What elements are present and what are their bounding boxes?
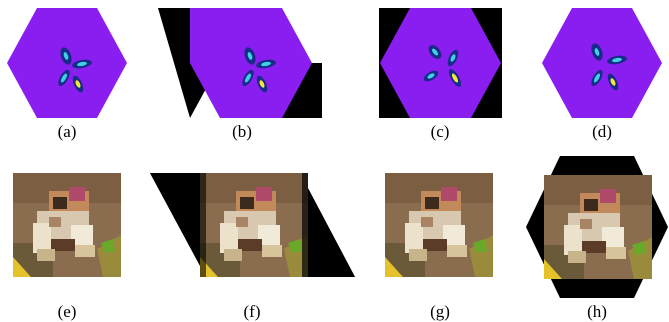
caption-g: (g): [430, 302, 450, 321]
caption-e: (e): [57, 302, 77, 321]
caption-d: (d): [592, 122, 612, 141]
panel-g: [385, 173, 493, 277]
panel-d: [541, 8, 663, 118]
frog-image-f: [150, 173, 355, 277]
hexagon-pattern-a: [58, 47, 92, 93]
caption-a: (a): [57, 122, 77, 141]
caption-h: (h): [587, 302, 607, 321]
hexagon-image-c: [379, 8, 502, 118]
caption-c: (c): [430, 122, 450, 141]
frog-image-e: [13, 173, 121, 277]
caption-f: (f): [243, 302, 261, 321]
hexagon-pattern-d: [591, 43, 627, 91]
hexagon-image-a: [7, 8, 127, 118]
panel-h: [526, 156, 668, 298]
panel-a: [6, 8, 128, 118]
hexagon-image-b: [158, 8, 322, 118]
caption-b: (b): [232, 122, 252, 141]
panel-f: [150, 173, 355, 277]
frog-image-g: [385, 173, 493, 277]
panel-b: [158, 8, 322, 118]
hexagon-pattern-b: [242, 47, 276, 93]
hexagon-pattern-c: [423, 45, 462, 87]
hexagon-image-d: [542, 8, 662, 118]
frog-image-h: [526, 156, 668, 298]
panel-e: [13, 173, 121, 277]
panel-c: [379, 8, 502, 118]
